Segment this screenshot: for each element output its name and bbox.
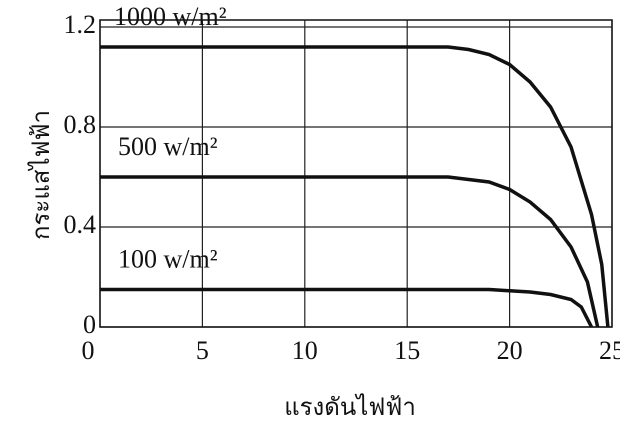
plot-frame [100, 20, 612, 327]
x-tick-label: 20 [497, 336, 523, 365]
chart: แรงดันไฟฟ้า กระแสไฟฟ้า 0 0.4 0.8 1.2 0 5 10 15 2… [0, 0, 620, 426]
curve [100, 290, 592, 328]
x-tick-label: 5 [196, 336, 209, 365]
series-label: 500 w/m² [118, 132, 218, 161]
y-tick-label: 0.8 [64, 110, 97, 139]
x-tick-label: 0 [82, 336, 95, 365]
y-tick-label: 1.2 [64, 10, 97, 39]
series-label: 1000 w/m² [114, 2, 227, 31]
curve [100, 47, 608, 327]
y-tick-label: 0 [83, 310, 96, 339]
x-tick-label: 15 [394, 336, 420, 365]
y-axis-label: กระแสไฟฟ้า [27, 110, 55, 240]
x-tick-label: 25 [599, 336, 620, 365]
x-axis-label: แรงดันไฟฟ้า [284, 393, 416, 421]
y-tick-label: 0.4 [64, 210, 97, 239]
x-tick-label: 10 [292, 336, 318, 365]
series-label: 100 w/m² [118, 244, 218, 273]
